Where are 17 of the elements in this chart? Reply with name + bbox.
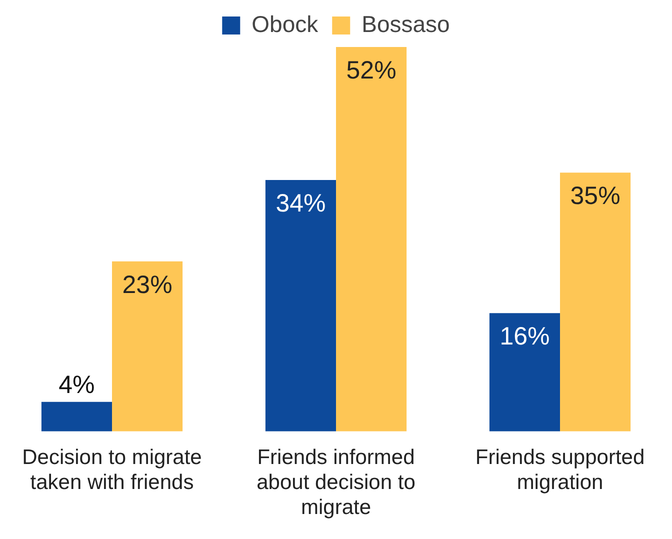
data-label: 16%: [500, 322, 550, 351]
bar: [41, 402, 112, 432]
bar: [336, 47, 407, 432]
x-tick-label: Decision to migrate taken with friends: [22, 446, 202, 494]
data-label: 23%: [122, 270, 172, 299]
bar: [265, 180, 336, 432]
data-label: 52%: [346, 56, 396, 84]
x-tick-label: Friends supported migration: [475, 446, 645, 494]
data-label: 4%: [58, 371, 95, 400]
legend-label: Obock: [252, 10, 319, 37]
x-tick-label: Friends informed about decision to migrate: [256, 446, 416, 520]
bar: [489, 313, 560, 432]
data-label: 35%: [570, 182, 620, 210]
data-label: 34%: [276, 189, 326, 218]
bar: [560, 172, 631, 432]
bar: [112, 261, 183, 432]
legend-label: Bossaso: [362, 10, 450, 37]
